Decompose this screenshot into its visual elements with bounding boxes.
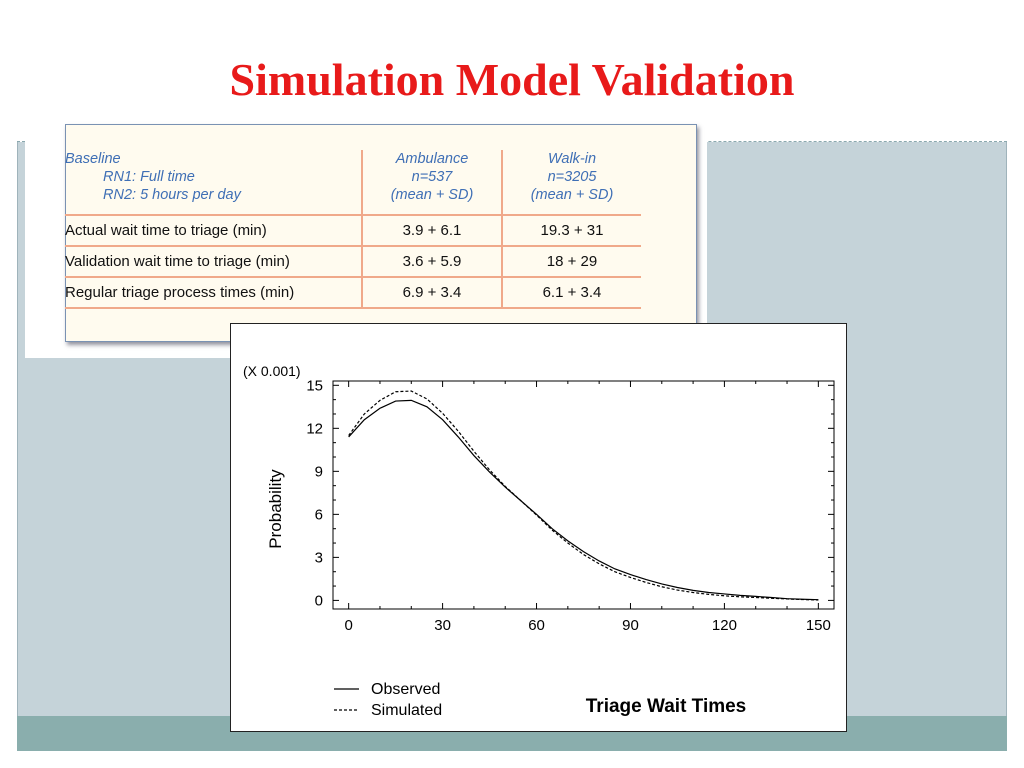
cell-walkin: 6.1 + 3.4 <box>501 277 641 309</box>
validation-table-card: Baseline RN1: Full time RN2: 5 hours per… <box>25 110 707 358</box>
row-label: Validation wait time to triage (min) <box>65 246 362 278</box>
chart-title: Triage Wait Times <box>586 696 747 717</box>
plot-area-frame <box>332 380 835 610</box>
axes-layer: 0 30 60 90 120 150 0 3 6 9 12 15 <box>306 377 835 634</box>
row-label: Regular triage process times (min) <box>65 277 362 309</box>
scale-note: (X 0.001) <box>243 363 301 379</box>
header-baseline: Baseline RN1: Full time RN2: 5 hours per… <box>65 150 362 216</box>
table-row: Actual wait time to triage (min) 3.9 + 6… <box>65 215 641 247</box>
header-ambulance-n: n=537 <box>411 169 453 185</box>
x-tick-label: 90 <box>622 617 639 634</box>
x-tick-label: 60 <box>528 617 545 634</box>
y-tick-label: 12 <box>306 420 323 437</box>
header-walkin-title: Walk-in <box>547 151 597 167</box>
legend-label-observed: Observed <box>371 681 440 698</box>
x-tick-label: 120 <box>712 617 737 634</box>
y-tick-label: 15 <box>306 377 323 394</box>
table-row: Validation wait time to triage (min) 3.6… <box>65 246 641 278</box>
y-tick-label: 0 <box>315 592 323 609</box>
cell-ambulance: 3.6 + 5.9 <box>361 246 502 278</box>
x-tick-label: 30 <box>434 617 451 634</box>
probability-line-chart: 0 30 60 90 120 150 0 3 6 9 12 15 (X 0.001) Probabil… <box>243 363 835 719</box>
chart-legend: Observed Simulated <box>334 681 442 719</box>
x-tick-label: 150 <box>806 617 831 634</box>
legend-label-simulated: Simulated <box>371 702 442 719</box>
x-tick-label: 0 <box>344 617 352 634</box>
row-label: Actual wait time to triage (min) <box>65 215 362 247</box>
series-line-observed <box>348 399 819 601</box>
header-rn2: RN2: 5 hours per day <box>103 187 241 203</box>
header-walkin-n: n=3205 <box>547 169 597 185</box>
y-tick-label: 9 <box>315 463 323 480</box>
validation-table: Baseline RN1: Full time RN2: 5 hours per… <box>65 150 641 309</box>
cell-ambulance: 3.9 + 6.1 <box>361 215 502 247</box>
chart-panel: 0 30 60 90 120 150 0 3 6 9 12 15 (X 0.001) Probabil… <box>230 323 847 732</box>
y-tick-label: 3 <box>315 549 323 566</box>
table-row: Regular triage process times (min) 6.9 +… <box>65 277 641 309</box>
header-walkin: Walk-in n=3205 (mean + SD) <box>501 150 641 216</box>
cell-walkin: 18 + 29 <box>501 246 641 278</box>
y-axis-label: Probability <box>266 469 285 549</box>
cell-walkin: 19.3 + 31 <box>501 215 641 247</box>
series-line-simulated <box>348 390 819 601</box>
series-layer <box>348 390 819 601</box>
header-ambulance-stat: (mean + SD) <box>390 187 474 203</box>
slide-title: Simulation Model Validation <box>229 54 795 105</box>
cell-ambulance: 6.9 + 3.4 <box>361 277 502 309</box>
header-baseline-label: Baseline <box>65 151 121 167</box>
header-walkin-stat: (mean + SD) <box>530 187 614 203</box>
table-header-row: Baseline RN1: Full time RN2: 5 hours per… <box>65 150 641 216</box>
header-rn1: RN1: Full time <box>103 169 195 185</box>
header-ambulance: Ambulance n=537 (mean + SD) <box>361 150 502 216</box>
header-ambulance-title: Ambulance <box>395 151 469 167</box>
y-tick-label: 6 <box>315 506 323 523</box>
